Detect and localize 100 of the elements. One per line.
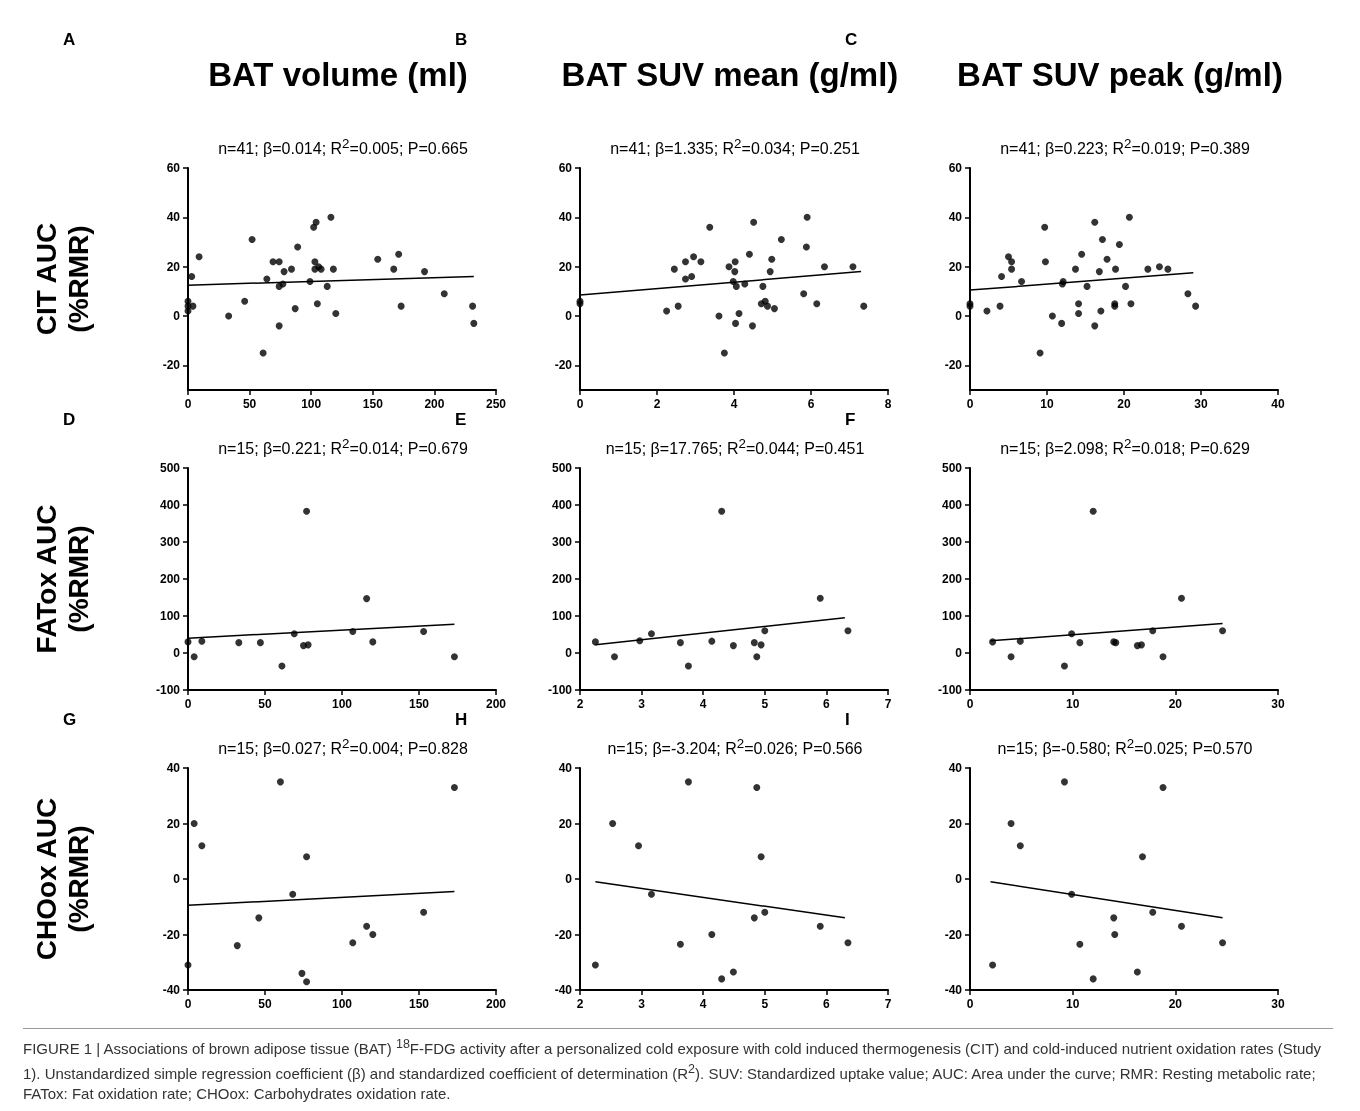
y-tick-label: 0 <box>565 309 573 323</box>
text: D <box>63 410 76 430</box>
x-tick-label: 4 <box>699 997 707 1011</box>
y-tick-label: 20 <box>948 816 963 831</box>
y-tick-label: 40 <box>558 761 573 775</box>
chart-subtitle: n=41; β=0.223; R$^{2}$=0.019; P=0.389 <box>999 136 1251 159</box>
text: B <box>455 30 468 50</box>
y-tick-label: -20 <box>162 927 181 942</box>
x-tick-label: 40 <box>1271 397 1285 411</box>
y-tick-label: 40 <box>166 210 181 225</box>
x-tick-label: 100 <box>331 697 353 711</box>
x-tick-label: 20 <box>1168 997 1183 1011</box>
y-tick-label: 20 <box>558 816 573 831</box>
text: H <box>455 710 468 730</box>
y-tick-label: 200 <box>159 572 181 586</box>
x-tick-label: 6 <box>823 997 831 1011</box>
y-tick-label: -20 <box>554 927 573 942</box>
x-tick-label: 50 <box>242 397 257 411</box>
x-tick-label: 200 <box>424 397 445 411</box>
y-tick-label: 20 <box>558 259 573 274</box>
y-tick-label: 40 <box>948 210 963 225</box>
chart-title: BAT SUV peak (g/ml) <box>956 56 1284 94</box>
y-tick-label: 100 <box>941 609 963 623</box>
y-tick-label: 500 <box>159 461 181 475</box>
y-tick-label: 100 <box>551 609 573 623</box>
x-tick-label: 6 <box>823 697 831 711</box>
y-tick-label: 20 <box>948 259 963 274</box>
y-tick-label: 60 <box>166 161 181 175</box>
x-tick-label: 30 <box>1271 997 1285 1011</box>
text: A <box>63 30 76 50</box>
x-tick-label: 5 <box>761 697 769 711</box>
text: FIGURE 1 | Associations of brown adipose tissue (BAT) $^{18}$F-FDG activity after a personalized cold exposure with cold induced thermogenesis (CIT) and cold-induced nutrient oxidation rates (Study 1). Unstandardized simple regression coefficient (β) and standardized coefficient of determination (R$^{2}$). SUV: Standardized uptake value; AUC: Area under the curve; RMR: Resting metabolic rate; FATox: Fat oxidation rate; CHOox: Carbohydrates oxidation rate. <box>23 1037 1322 1102</box>
y-tick-label: -100 <box>547 683 573 697</box>
x-tick-label: 3 <box>638 697 646 711</box>
x-tick-label: 3 <box>638 997 646 1011</box>
x-tick-label: 8 <box>884 397 892 411</box>
chart-subtitle: n=15; β=-0.580; R$^{2}$=0.025; P=0.570 <box>996 736 1254 759</box>
x-tick-label: 150 <box>408 697 430 711</box>
y-tick-label: -40 <box>162 983 181 997</box>
x-tick-label: 7 <box>884 997 892 1011</box>
y-tick-label: -20 <box>554 358 573 373</box>
x-tick-label: 0 <box>184 997 192 1011</box>
y-tick-label: 40 <box>166 761 181 775</box>
text: C <box>845 30 858 50</box>
x-tick-label: 200 <box>485 997 507 1011</box>
y-tick-label: 200 <box>551 572 573 586</box>
y-tick-label: -40 <box>944 983 963 997</box>
y-tick-label: 0 <box>565 872 573 886</box>
text: I <box>845 710 850 730</box>
y-tick-label: 40 <box>558 210 573 225</box>
y-tick-label: 400 <box>941 498 963 512</box>
y-tick-label: -20 <box>944 358 963 373</box>
y-tick-label: -40 <box>554 983 573 997</box>
y-tick-label: 500 <box>551 461 573 475</box>
x-tick-label: 100 <box>331 997 353 1011</box>
chart-subtitle: n=15; β=-3.204; R$^{2}$=0.026; P=0.566 <box>606 736 864 759</box>
y-tick-label: -100 <box>937 683 963 697</box>
x-tick-label: 0 <box>966 397 974 411</box>
x-tick-label: 5 <box>761 997 769 1011</box>
x-tick-label: 2 <box>653 397 661 411</box>
x-tick-label: 100 <box>301 397 322 411</box>
y-tick-label: 60 <box>558 161 573 175</box>
y-tick-label: 400 <box>551 498 573 512</box>
chart-subtitle: n=15; β=17.765; R$^{2}$=0.044; P=0.451 <box>604 436 866 459</box>
x-tick-label: 150 <box>362 397 384 411</box>
x-tick-label: 50 <box>258 997 272 1011</box>
y-tick-label: 200 <box>941 572 963 586</box>
y-tick-label: 0 <box>173 646 181 660</box>
x-tick-label: 0 <box>184 397 192 411</box>
y-tick-label: 0 <box>955 309 963 323</box>
chart-subtitle: n=15; β=0.027; R$^{2}$=0.004; P=0.828 <box>217 736 469 759</box>
y-tick-label: 300 <box>941 535 963 549</box>
x-tick-label: 2 <box>576 997 584 1011</box>
x-tick-label: 4 <box>699 697 707 711</box>
x-tick-label: 250 <box>485 397 507 411</box>
x-tick-label: 30 <box>1194 397 1208 411</box>
chart-subtitle: n=41; β=1.335; R$^{2}$=0.034; P=0.251 <box>609 136 861 159</box>
x-tick-label: 10 <box>1065 997 1080 1011</box>
x-tick-label: 4 <box>730 397 738 411</box>
y-tick-label: 300 <box>551 535 573 549</box>
y-tick-label: 20 <box>166 816 181 831</box>
y-tick-label: 500 <box>941 461 963 475</box>
x-tick-label: 0 <box>966 997 974 1011</box>
x-tick-label: 7 <box>884 697 892 711</box>
x-tick-label: 150 <box>408 997 430 1011</box>
x-tick-label: 50 <box>258 697 272 711</box>
text: F <box>845 410 856 430</box>
y-tick-label: 0 <box>565 646 573 660</box>
text: G <box>63 710 77 730</box>
y-tick-label: 60 <box>948 161 963 175</box>
chart-subtitle: n=41; β=0.014; R$^{2}$=0.005; P=0.665 <box>217 136 469 159</box>
x-tick-label: 0 <box>576 397 584 411</box>
chart-subtitle: n=15; β=2.098; R$^{2}$=0.018; P=0.629 <box>999 436 1251 459</box>
y-tick-label: 0 <box>173 872 181 886</box>
y-tick-label: 400 <box>159 498 181 512</box>
x-tick-label: 10 <box>1040 397 1054 411</box>
y-tick-label: 20 <box>166 259 181 274</box>
y-tick-label: 0 <box>955 646 963 660</box>
y-tick-label: 0 <box>173 309 181 323</box>
y-tick-label: 300 <box>159 535 181 549</box>
